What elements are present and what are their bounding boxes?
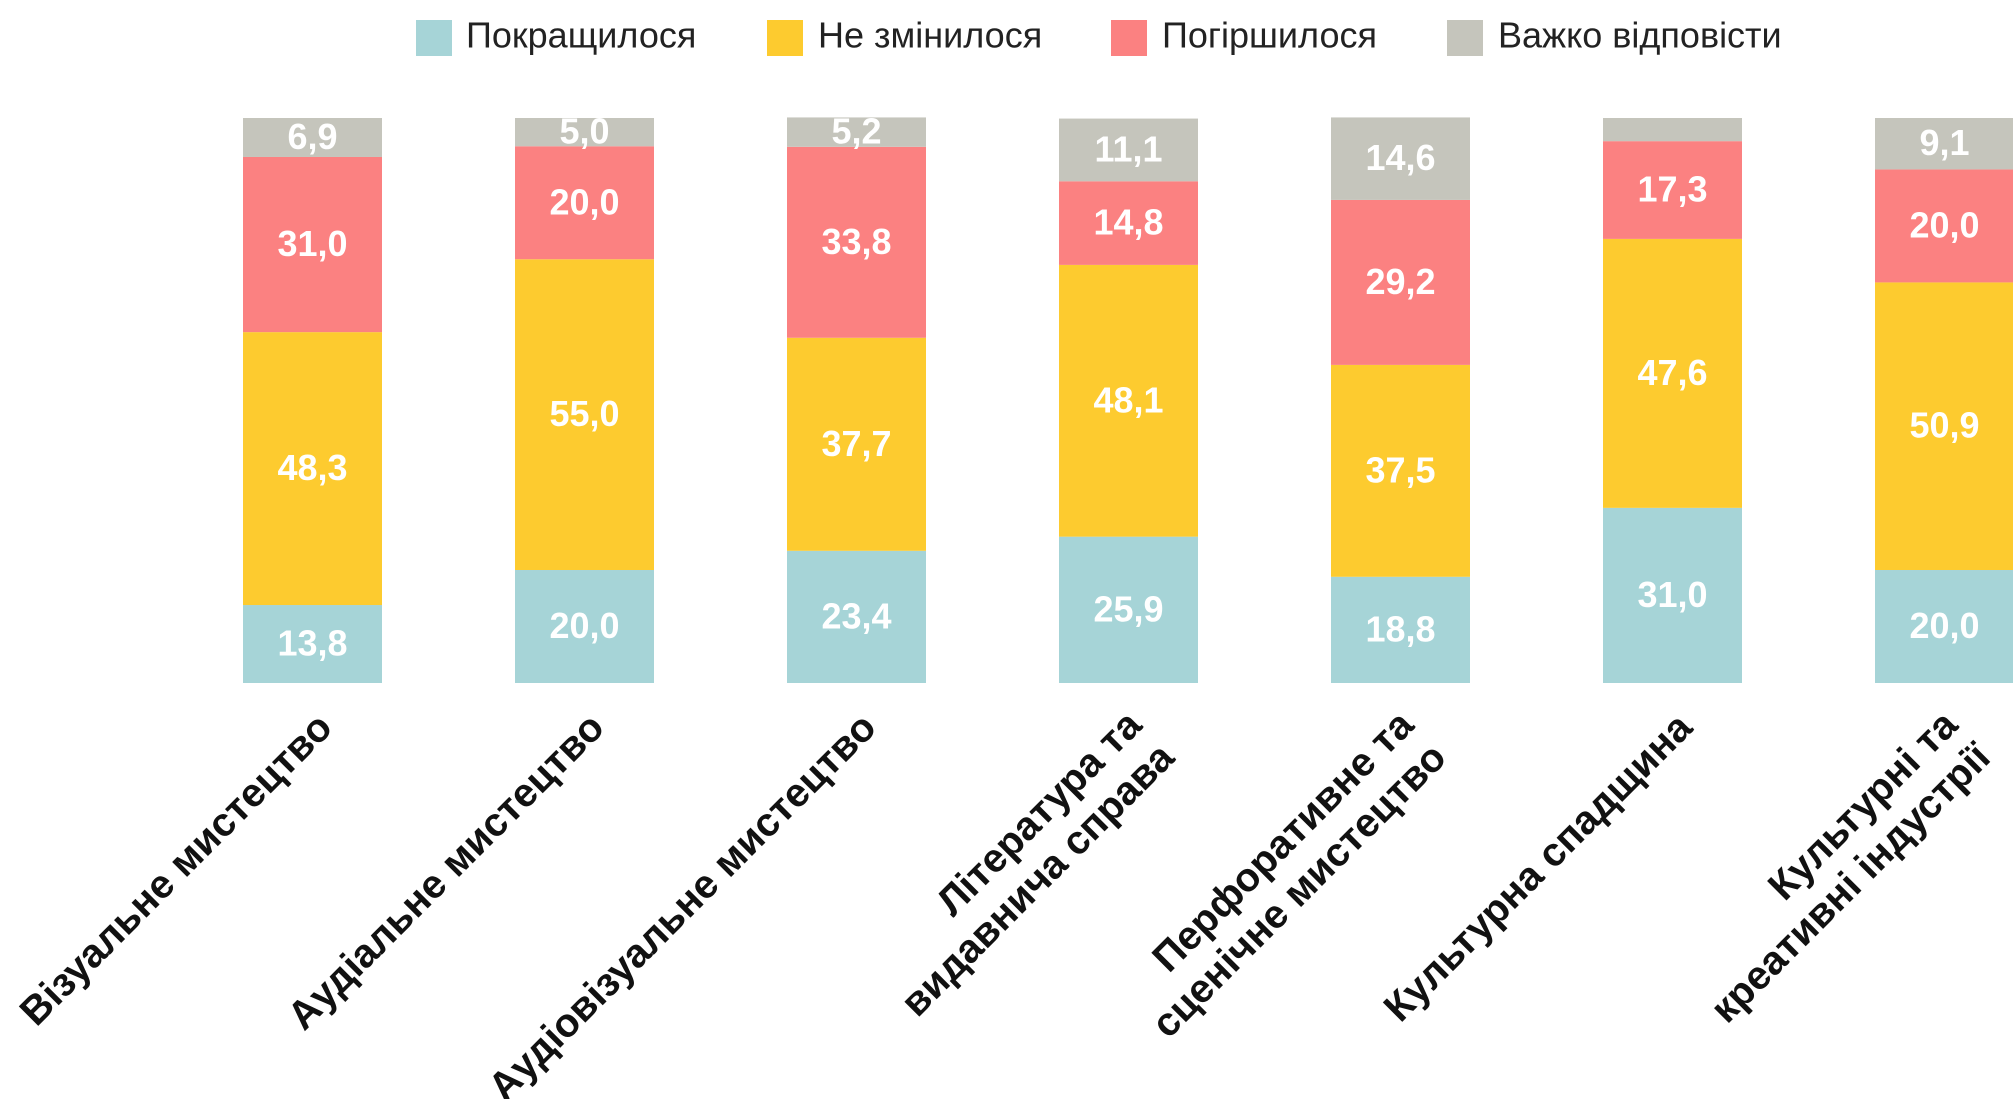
- bar-segment: [1603, 507, 1742, 683]
- x-tick-label: Аудіальне мистецтво: [279, 705, 612, 1038]
- value-label: 20,0: [1909, 605, 1979, 646]
- bar-segment: [1603, 238, 1742, 508]
- value-label: 37,5: [1365, 449, 1435, 490]
- value-label: 5,2: [831, 111, 881, 152]
- value-label: 14,8: [1093, 202, 1163, 243]
- value-label: 20,0: [549, 181, 619, 222]
- bar-segment: [1603, 118, 1742, 142]
- value-label: 6,9: [287, 116, 337, 157]
- value-label: 48,3: [277, 447, 347, 488]
- bar-segment: [1603, 141, 1742, 239]
- bar-segment: [243, 332, 382, 606]
- legend-label: Не змінилося: [818, 15, 1042, 56]
- legend-swatch: [767, 20, 803, 56]
- bar-segment: [1331, 117, 1470, 200]
- x-tick-label: Література тавидавнича справа: [860, 702, 1183, 1025]
- value-label: 20,0: [549, 605, 619, 646]
- legend-label: Важко відповісти: [1498, 15, 1782, 56]
- value-label: 25,9: [1093, 588, 1163, 629]
- bar-segment: [515, 570, 654, 683]
- bar-segment: [787, 337, 926, 551]
- value-label: 11,1: [1094, 128, 1162, 169]
- value-label: 18,8: [1365, 608, 1435, 649]
- bar-segment: [787, 146, 926, 338]
- bar-segment: [1331, 199, 1470, 365]
- bar-segment: [1875, 570, 2013, 683]
- bar-segment: [243, 156, 382, 333]
- bar-segment: [1875, 282, 2013, 570]
- bar-segment: [1875, 118, 2013, 170]
- legend-label: Покращилося: [466, 15, 696, 56]
- legend-swatch: [1111, 20, 1147, 56]
- bar-segment: [1331, 576, 1470, 683]
- bar-segment: [515, 259, 654, 570]
- value-label: 14,6: [1365, 137, 1435, 178]
- bar-segment: [1059, 118, 1198, 182]
- value-label: 9,1: [1919, 122, 1969, 163]
- legend-label: Погіршилося: [1162, 15, 1377, 56]
- value-label: 13,8: [277, 623, 347, 664]
- value-label: 47,6: [1637, 352, 1707, 393]
- value-label: 48,1: [1093, 379, 1163, 420]
- bar-segment: [787, 117, 926, 147]
- value-label: 31,0: [1637, 574, 1707, 615]
- bar-segment: [515, 118, 654, 147]
- bar-segment: [1059, 536, 1198, 683]
- bar-segment: [243, 118, 382, 157]
- value-label: 17,3: [1637, 169, 1707, 210]
- legend-swatch: [1447, 20, 1483, 56]
- bar-segment: [1331, 364, 1470, 577]
- bar-segment: [1059, 181, 1198, 265]
- x-tick-label: Культурні такреативні індустрії: [1669, 702, 1998, 1031]
- legend-swatch: [416, 20, 452, 56]
- bar-segment: [1875, 169, 2013, 283]
- value-label: 29,2: [1365, 261, 1435, 302]
- value-label: 31,0: [277, 223, 347, 264]
- value-label: 23,4: [821, 595, 891, 636]
- bar-segment: [787, 550, 926, 683]
- value-label: 33,8: [821, 221, 891, 262]
- value-label: 55,0: [549, 393, 619, 434]
- value-label: 5,0: [559, 111, 609, 152]
- bar-segment: [1059, 264, 1198, 537]
- bar-segment: [515, 146, 654, 260]
- value-label: 50,9: [1909, 405, 1979, 446]
- value-label: 37,7: [821, 423, 891, 464]
- value-label: 20,0: [1909, 204, 1979, 245]
- x-tick-label: Візуальне мистецтво: [11, 705, 340, 1034]
- bar-segment: [243, 605, 382, 683]
